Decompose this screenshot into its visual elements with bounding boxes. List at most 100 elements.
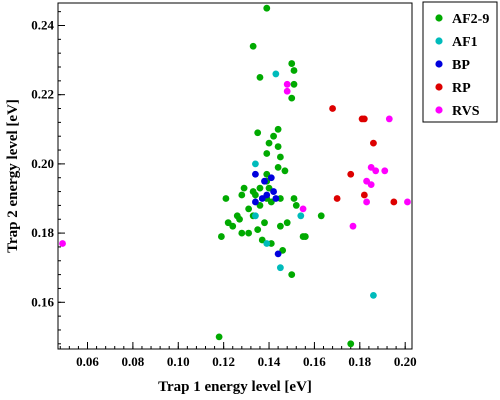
- data-point: [317, 212, 325, 220]
- data-point: [263, 240, 271, 247]
- data-point: [252, 198, 259, 206]
- legend-label: RP: [452, 81, 471, 96]
- data-point: [267, 174, 275, 182]
- data-point: [372, 167, 380, 175]
- data-point: [254, 129, 262, 137]
- data-point: [292, 202, 300, 209]
- data-point: [217, 233, 225, 240]
- data-point: [288, 94, 296, 102]
- y-tick-label: 0.24: [31, 17, 54, 32]
- data-point: [252, 191, 259, 199]
- x-tick-label: 0.16: [303, 354, 326, 369]
- legend-box: [422, 1, 498, 123]
- data-point: [283, 219, 291, 227]
- data-point: [385, 115, 393, 123]
- data-point: [360, 115, 368, 123]
- data-point: [256, 73, 264, 81]
- data-point: [215, 333, 223, 341]
- series-rvs: [59, 80, 411, 247]
- data-point: [272, 195, 280, 202]
- data-point: [288, 60, 296, 67]
- data-point: [261, 219, 268, 227]
- y-tick-label: 0.22: [31, 87, 54, 102]
- data-point: [347, 170, 355, 178]
- data-point: [301, 233, 309, 240]
- legend-marker: [435, 83, 443, 91]
- data-point: [290, 67, 298, 74]
- data-point: [274, 250, 282, 258]
- legend-marker: [435, 60, 443, 68]
- data-point: [252, 212, 259, 220]
- y-tick-label: 0.16: [31, 294, 54, 309]
- data-point: [276, 222, 284, 230]
- x-tick-label: 0.06: [76, 354, 99, 369]
- data-point: [290, 195, 298, 202]
- data-point: [270, 188, 277, 195]
- data-point: [238, 229, 246, 237]
- x-tick-label: 0.14: [258, 354, 281, 369]
- y-axis-label: Trap 2 energy level [eV]: [5, 99, 21, 253]
- data-point: [283, 87, 291, 95]
- data-point: [59, 240, 66, 247]
- data-point: [360, 191, 368, 199]
- data-point: [381, 167, 389, 175]
- data-point: [297, 212, 305, 220]
- data-point: [288, 271, 296, 279]
- data-point: [236, 215, 243, 223]
- data-points: [59, 4, 411, 348]
- legend-marker: [435, 37, 443, 45]
- data-point: [349, 222, 357, 230]
- data-point: [245, 205, 253, 213]
- data-point: [245, 229, 253, 237]
- plot-frame: [57, 2, 413, 350]
- data-point: [263, 4, 271, 12]
- data-point: [254, 226, 262, 234]
- data-point: [367, 181, 375, 189]
- data-point: [299, 205, 307, 213]
- data-point: [272, 70, 280, 78]
- legend-label: RVS: [452, 104, 480, 119]
- data-point: [222, 195, 230, 202]
- data-point: [265, 139, 273, 147]
- data-point: [252, 160, 259, 168]
- legend-marker: [435, 14, 443, 22]
- series-rp: [329, 105, 398, 206]
- data-point: [370, 139, 377, 147]
- data-point: [274, 125, 282, 133]
- x-tick-label: 0.12: [212, 354, 235, 369]
- data-point: [283, 80, 291, 88]
- data-point: [249, 42, 257, 50]
- data-point: [263, 150, 271, 157]
- data-point: [329, 105, 336, 112]
- x-tick-label: 0.20: [394, 354, 417, 369]
- x-axis-label: Trap 1 energy level [eV]: [158, 379, 312, 395]
- data-point: [261, 177, 268, 185]
- data-point: [333, 195, 341, 202]
- data-point: [347, 340, 355, 348]
- legend-label: BP: [452, 58, 470, 73]
- data-point: [363, 198, 371, 206]
- x-tick-label: 0.18: [348, 354, 371, 369]
- x-tick-label: 0.10: [167, 354, 190, 369]
- legend-marker: [435, 106, 443, 114]
- legend-label: AF2-9: [452, 12, 489, 27]
- data-point: [404, 198, 411, 206]
- x-tick-label: 0.08: [122, 354, 145, 369]
- y-tick-label: 0.20: [31, 156, 54, 171]
- data-point: [370, 291, 377, 299]
- y-tick-label: 0.18: [31, 225, 54, 240]
- legend: AF2-9 AF1 BP RP RVS: [422, 1, 498, 123]
- series-af2-9: [215, 4, 355, 348]
- data-point: [252, 170, 259, 178]
- series-af1: [252, 70, 377, 299]
- data-point: [274, 163, 282, 171]
- data-point: [290, 80, 298, 88]
- data-point: [276, 153, 284, 161]
- data-point: [270, 132, 277, 140]
- legend-label: AF1: [452, 35, 478, 50]
- data-point: [263, 191, 271, 199]
- data-point: [276, 264, 284, 272]
- data-point: [281, 167, 289, 175]
